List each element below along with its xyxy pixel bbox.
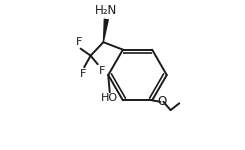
Text: F: F — [80, 69, 87, 79]
Text: F: F — [99, 66, 106, 76]
Polygon shape — [103, 19, 109, 42]
Text: O: O — [157, 95, 167, 108]
Text: F: F — [76, 37, 83, 47]
Text: HO: HO — [101, 93, 118, 104]
Text: H₂N: H₂N — [95, 4, 117, 17]
